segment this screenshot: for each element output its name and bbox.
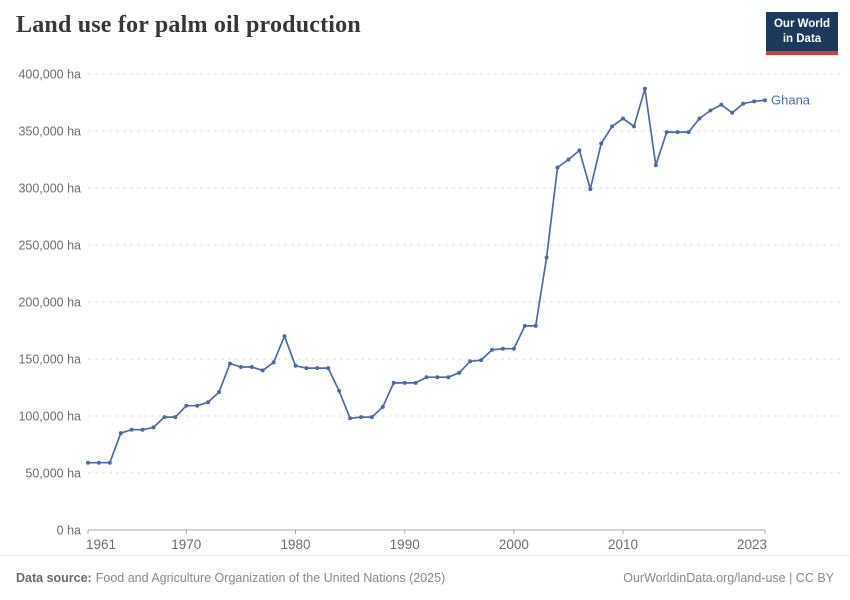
data-point	[653, 163, 658, 168]
data-point	[599, 141, 604, 146]
data-point	[369, 415, 374, 420]
data-point	[446, 375, 451, 380]
data-point	[752, 99, 757, 104]
data-point	[741, 101, 746, 106]
data-point	[675, 130, 680, 135]
data-source-label: Data source:	[16, 570, 92, 585]
x-tick-label: 2000	[499, 537, 529, 552]
data-point	[282, 334, 287, 339]
data-point	[577, 148, 582, 153]
data-point	[457, 370, 462, 375]
y-tick-label: 200,000 ha	[18, 296, 81, 310]
data-point	[217, 390, 221, 395]
data-source: Data source: Food and Agriculture Organiz…	[16, 571, 445, 585]
data-point	[315, 366, 320, 371]
data-point	[697, 116, 702, 121]
data-point	[424, 375, 429, 380]
data-point	[391, 380, 396, 385]
x-tick-label: 1990	[390, 537, 420, 552]
data-point	[413, 380, 418, 385]
x-tick-label: 1961	[86, 537, 116, 552]
y-tick-label: 100,000 ha	[18, 410, 81, 424]
data-point	[719, 102, 724, 107]
data-point	[402, 380, 407, 385]
data-point	[490, 347, 494, 352]
data-point	[173, 415, 178, 420]
data-point	[238, 365, 243, 369]
data-point	[642, 86, 647, 91]
data-point	[228, 361, 232, 366]
data-point	[271, 360, 276, 365]
data-point	[337, 388, 342, 393]
y-tick-label: 350,000 ha	[18, 125, 81, 139]
data-point	[380, 404, 385, 409]
data-point	[544, 255, 549, 260]
data-point	[162, 415, 167, 420]
data-point	[195, 403, 200, 408]
data-point	[500, 346, 505, 351]
data-point	[588, 187, 593, 192]
x-tick-label: 1980	[280, 537, 310, 552]
data-point	[533, 323, 538, 328]
x-tick-label: 2010	[608, 537, 638, 552]
data-point	[664, 130, 669, 135]
data-point	[96, 460, 101, 465]
data-point	[206, 400, 211, 405]
data-point	[511, 346, 516, 351]
y-tick-label: 0 ha	[57, 524, 81, 538]
data-point	[632, 124, 636, 129]
data-point	[118, 431, 123, 436]
y-tick-label: 300,000 ha	[18, 182, 81, 196]
data-point	[359, 415, 363, 420]
owid-logo: Our World in Data	[766, 12, 838, 55]
data-point	[140, 427, 145, 432]
y-tick-label: 400,000 ha	[18, 68, 81, 82]
chart-svg: 0 ha 50,000 ha 100,000 ha 150,000 ha 200,000…	[18, 68, 840, 552]
data-point	[610, 124, 615, 129]
data-point	[468, 359, 473, 364]
data-point	[86, 460, 90, 465]
owid-logo-line2: in Data	[782, 32, 822, 45]
data-point	[326, 366, 331, 371]
data-point	[184, 403, 189, 408]
y-tick-label: 50,000 ha	[25, 467, 81, 481]
data-point	[522, 323, 527, 328]
data-point	[621, 116, 625, 121]
data-point	[763, 98, 767, 103]
data-point	[249, 365, 254, 369]
credit-link[interactable]: OurWorldinData.org/land-use | CC BY	[623, 570, 834, 585]
data-point	[293, 363, 298, 368]
y-tick-label: 250,000 ha	[18, 239, 81, 253]
data-point	[479, 358, 484, 363]
data-line	[87, 87, 766, 464]
data-source-text: Food and Agriculture Organization of the…	[95, 570, 446, 585]
page-title: Land use for palm oil production	[16, 12, 361, 38]
data-point	[708, 108, 713, 113]
data-point	[304, 366, 309, 371]
data-point	[730, 110, 735, 115]
y-tick-label: 150,000 ha	[18, 353, 81, 367]
series-label: Ghana	[771, 93, 811, 108]
x-tick-label: 1970	[171, 537, 201, 552]
x-tick-label: 2023	[737, 537, 767, 552]
data-point	[151, 425, 156, 430]
data-point	[348, 416, 353, 421]
data-point	[107, 460, 112, 465]
data-point	[129, 427, 134, 432]
data-point	[566, 157, 571, 162]
data-point	[260, 368, 265, 373]
data-point	[435, 375, 440, 380]
owid-logo-line1: Our World	[773, 18, 830, 30]
data-point	[555, 165, 560, 170]
data-point	[686, 130, 691, 135]
chart-footer: Data source: Food and Agriculture Organiz…	[0, 555, 850, 600]
